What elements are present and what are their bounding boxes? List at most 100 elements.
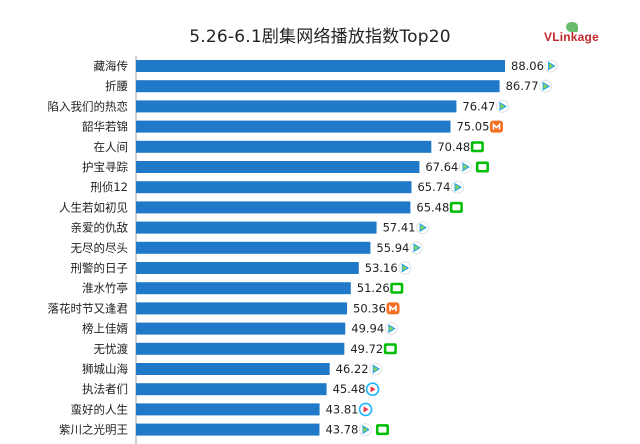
- category-label: 人生若如初见: [59, 200, 128, 214]
- youku-icon-play: [363, 406, 369, 413]
- value-label: 88.06: [511, 59, 544, 73]
- value-label: 65.48: [416, 200, 449, 214]
- iqiyi-icon: [390, 282, 404, 294]
- bar: [136, 403, 320, 416]
- iqiyi-icon: [470, 141, 484, 153]
- value-label: 49.72: [350, 342, 383, 356]
- bar: [136, 80, 500, 93]
- category-label: 陷入我们的热恋: [48, 99, 129, 113]
- youku-icon-play: [370, 386, 376, 393]
- value-label: 51.26: [357, 281, 390, 295]
- iqiyi-icon: [375, 424, 389, 436]
- mango-icon-m: [389, 304, 397, 312]
- bar: [136, 60, 505, 72]
- value-label: 86.77: [506, 79, 539, 93]
- category-label: 狮城山海: [82, 362, 128, 376]
- logo-text: VLinkage: [544, 30, 599, 44]
- value-label: 67.64: [425, 160, 458, 174]
- bar: [136, 221, 377, 234]
- bar: [136, 383, 327, 396]
- bar: [136, 342, 345, 355]
- vlinkage-logo: VLinkage: [544, 22, 614, 50]
- bar: [136, 282, 351, 295]
- tencent-icon-inner: [420, 225, 425, 231]
- tencent-icon-inner: [463, 164, 468, 170]
- value-label: 70.48: [437, 140, 470, 154]
- tencent-icon: [539, 79, 552, 93]
- youku-icon: [358, 402, 373, 417]
- tencent-icon-inner: [414, 245, 419, 251]
- tencent-icon: [359, 423, 372, 437]
- value-label: 75.05: [456, 120, 489, 134]
- value-label: 43.78: [325, 423, 358, 437]
- tencent-icon-inner: [373, 366, 378, 372]
- tencent-icon-inner: [543, 83, 548, 89]
- category-label: 紫川之光明王: [59, 423, 128, 437]
- category-label: 在人间: [94, 140, 129, 154]
- tencent-icon-inner: [402, 265, 407, 271]
- mango-icon-m: [492, 122, 501, 130]
- value-label: 57.41: [383, 221, 416, 235]
- tencent-icon: [544, 59, 558, 73]
- bar: [136, 201, 411, 214]
- value-label: 55.94: [376, 241, 409, 255]
- chart-title: 5.26-6.1剧集网络播放指数Top20: [189, 27, 451, 47]
- bar: [136, 322, 346, 335]
- bar: [136, 241, 371, 254]
- youku-icon: [365, 382, 380, 397]
- iqiyi-icon-screen: [392, 285, 401, 292]
- tencent-icon-inner: [455, 184, 460, 190]
- bar: [136, 181, 412, 194]
- tencent-icon: [398, 261, 412, 275]
- category-label: 蛮好的人生: [71, 402, 129, 416]
- tencent-icon: [459, 160, 472, 174]
- category-label: 执法者们: [82, 382, 128, 396]
- tencent-icon-inner: [549, 63, 554, 69]
- tencent-icon: [384, 322, 398, 336]
- category-label: 折腰: [105, 79, 128, 93]
- category-label: 护宝寻踪: [82, 160, 128, 174]
- value-label: 49.94: [351, 322, 384, 336]
- bar: [136, 140, 432, 153]
- tencent-icon: [496, 100, 509, 113]
- iqiyi-icon-screen: [386, 345, 395, 352]
- category-label: 榜上佳婿: [82, 322, 128, 336]
- bar: [136, 161, 420, 173]
- value-label: 46.22: [336, 362, 369, 376]
- bar: [136, 363, 330, 375]
- value-label: 53.16: [365, 261, 398, 275]
- bar: [136, 100, 457, 113]
- bar: [136, 262, 359, 274]
- category-label: 无忧渡: [94, 342, 129, 356]
- mango-icon: [386, 302, 400, 315]
- tencent-icon: [369, 362, 383, 376]
- mango-icon: [489, 120, 503, 133]
- category-label: 韶华若锦: [82, 120, 128, 134]
- iqiyi-icon-screen: [473, 143, 482, 150]
- tencent-icon-inner: [389, 326, 394, 332]
- tencent-icon: [416, 221, 429, 235]
- iqiyi-icon-screen: [452, 204, 461, 211]
- bar: [136, 302, 348, 315]
- iqiyi-icon-screen: [378, 426, 387, 433]
- category-label: 落花时节又逢君: [48, 301, 129, 315]
- iqiyi-icon: [449, 201, 463, 213]
- category-label: 刑警的日子: [71, 261, 129, 275]
- category-label: 刑侦12: [90, 180, 128, 194]
- tencent-icon-inner: [500, 103, 505, 109]
- iqiyi-icon: [475, 161, 489, 173]
- category-label: 淮水竹亭: [82, 281, 128, 295]
- tencent-icon: [451, 180, 464, 194]
- category-label: 无尽的尽头: [71, 241, 129, 255]
- bar: [136, 423, 320, 436]
- category-label: 亲爱的仇敌: [71, 221, 129, 235]
- tencent-icon: [410, 241, 423, 255]
- tencent-icon-inner: [363, 427, 368, 433]
- value-label: 45.48: [333, 382, 366, 396]
- iqiyi-icon: [383, 343, 397, 355]
- logo-bubble-icon: [566, 22, 578, 32]
- value-label: 76.47: [462, 99, 495, 113]
- value-label: 65.74: [417, 180, 450, 194]
- value-label: 43.81: [326, 402, 359, 416]
